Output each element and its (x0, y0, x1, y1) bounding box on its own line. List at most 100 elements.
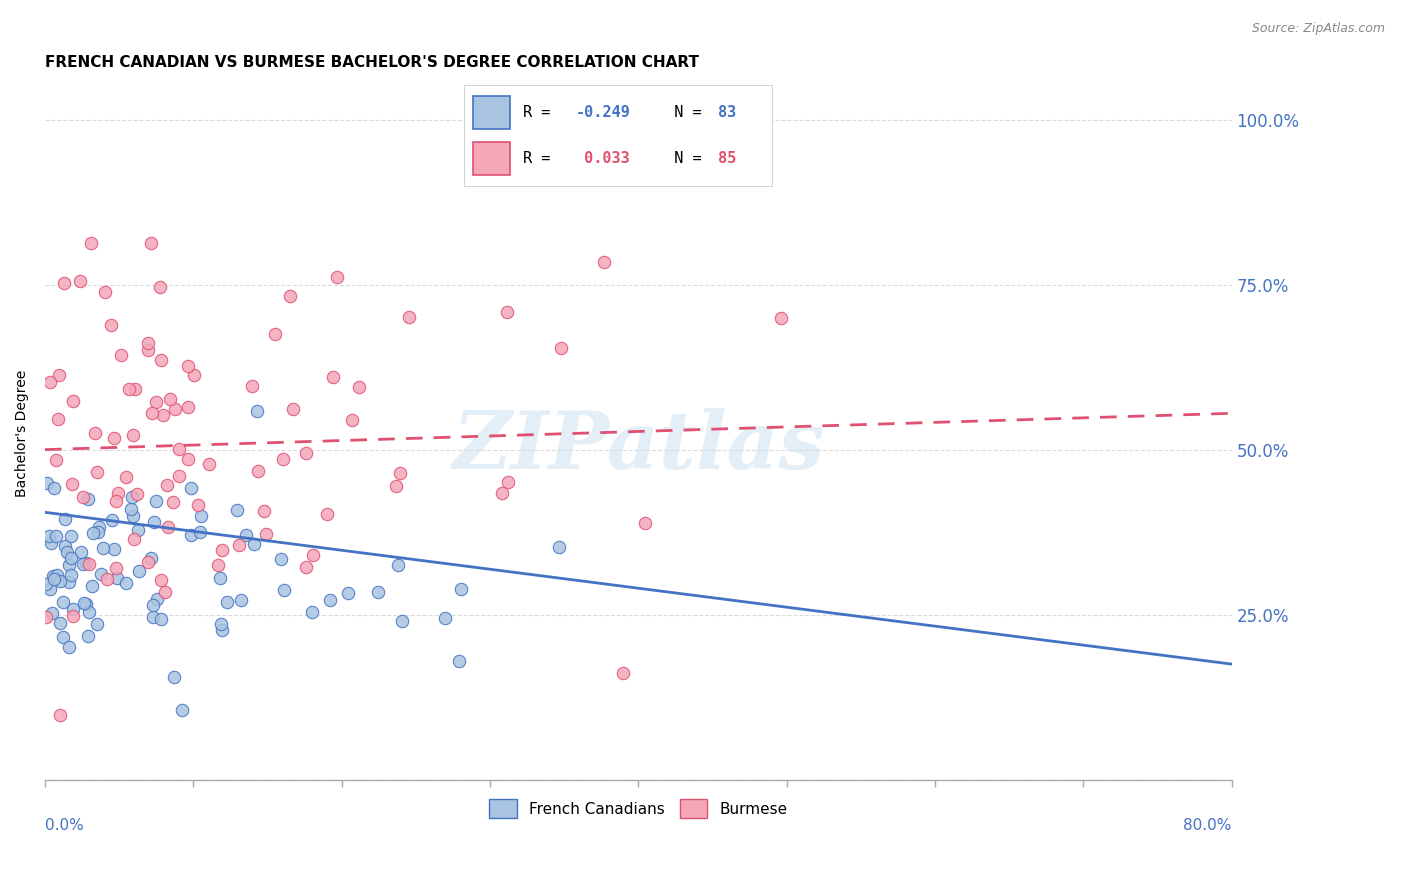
Text: ZIPatlas: ZIPatlas (453, 409, 824, 486)
Point (491, 486, 513, 500)
Point (149, 280, 172, 294)
Point (48, 368, 70, 383)
Point (180, 528, 202, 542)
Point (176, 451, 198, 466)
Point (295, 560, 318, 574)
Point (93, 541, 115, 556)
Point (120, 502, 142, 516)
Point (58, 558, 80, 572)
Point (142, 610, 165, 624)
Point (347, 380, 370, 394)
Point (634, 516, 657, 531)
Point (319, 593, 342, 607)
Point (128, 564, 150, 578)
Point (278, 289, 301, 303)
Point (127, 487, 149, 501)
Point (105, 494, 128, 508)
Text: Source: ZipAtlas.com: Source: ZipAtlas.com (1251, 22, 1385, 36)
Point (45, 529, 67, 543)
Point (247, 464, 270, 478)
Point (90, 567, 112, 582)
Point (167, 468, 190, 483)
Point (79, 605, 101, 619)
Point (155, 478, 177, 492)
Point (165, 402, 187, 417)
Point (316, 507, 339, 521)
Point (294, 446, 316, 460)
Point (246, 403, 269, 417)
Point (281, 401, 304, 416)
Point (159, 392, 181, 406)
Text: N =: N = (655, 151, 710, 166)
Point (77, 557, 100, 571)
Point (49, 708, 72, 723)
Point (256, 526, 278, 541)
Text: 0.033: 0.033 (575, 151, 630, 166)
Point (141, 550, 163, 565)
Point (136, 343, 159, 357)
Point (44, 453, 66, 467)
Point (96, 572, 118, 586)
Text: -0.249: -0.249 (575, 105, 630, 120)
Point (211, 623, 233, 637)
Point (450, 582, 472, 597)
Point (150, 573, 173, 587)
Point (449, 654, 471, 668)
Point (107, 486, 129, 500)
Text: 80.0%: 80.0% (1184, 818, 1232, 833)
Point (62, 393, 84, 408)
Point (37, 475, 59, 490)
Point (273, 583, 295, 598)
Point (38, 376, 60, 390)
Point (46, 568, 69, 582)
Point (170, 703, 193, 717)
Point (110, 348, 132, 362)
Text: 83: 83 (717, 105, 735, 120)
Point (326, 270, 349, 285)
Point (149, 612, 172, 626)
Point (121, 427, 143, 442)
Point (35, 610, 58, 624)
Text: 85: 85 (717, 151, 735, 166)
Point (115, 470, 138, 484)
Point (322, 370, 344, 384)
Point (86, 465, 108, 479)
Point (217, 594, 239, 608)
Legend: French Canadians, Burmese: French Canadians, Burmese (482, 793, 794, 824)
Point (122, 508, 145, 523)
Point (84, 425, 107, 440)
Point (398, 310, 420, 324)
Point (75, 597, 97, 611)
Point (162, 495, 184, 509)
Point (103, 542, 125, 557)
Text: FRENCH CANADIAN VS BURMESE BACHELOR'S DEGREE CORRELATION CHART: FRENCH CANADIAN VS BURMESE BACHELOR'S DE… (45, 55, 699, 70)
Point (548, 540, 571, 554)
Text: R =: R = (523, 105, 560, 120)
Point (207, 558, 229, 572)
Point (593, 254, 616, 268)
Point (58, 574, 80, 589)
Point (115, 576, 138, 591)
Text: 0.0%: 0.0% (45, 818, 84, 833)
Point (121, 490, 143, 504)
Point (118, 382, 141, 396)
Point (48, 616, 70, 631)
Point (52, 595, 75, 609)
Point (86, 616, 108, 631)
Point (105, 561, 128, 575)
Point (59, 568, 82, 582)
Point (235, 527, 257, 541)
Point (139, 235, 162, 250)
Text: N =: N = (655, 105, 710, 120)
Point (177, 400, 200, 414)
Point (56, 545, 79, 559)
Point (150, 353, 173, 368)
Point (38, 529, 60, 543)
Point (41, 606, 63, 620)
Point (229, 593, 252, 607)
Point (143, 515, 166, 529)
Point (82, 525, 104, 540)
Point (226, 503, 249, 517)
Point (270, 551, 292, 566)
FancyBboxPatch shape (474, 142, 510, 175)
